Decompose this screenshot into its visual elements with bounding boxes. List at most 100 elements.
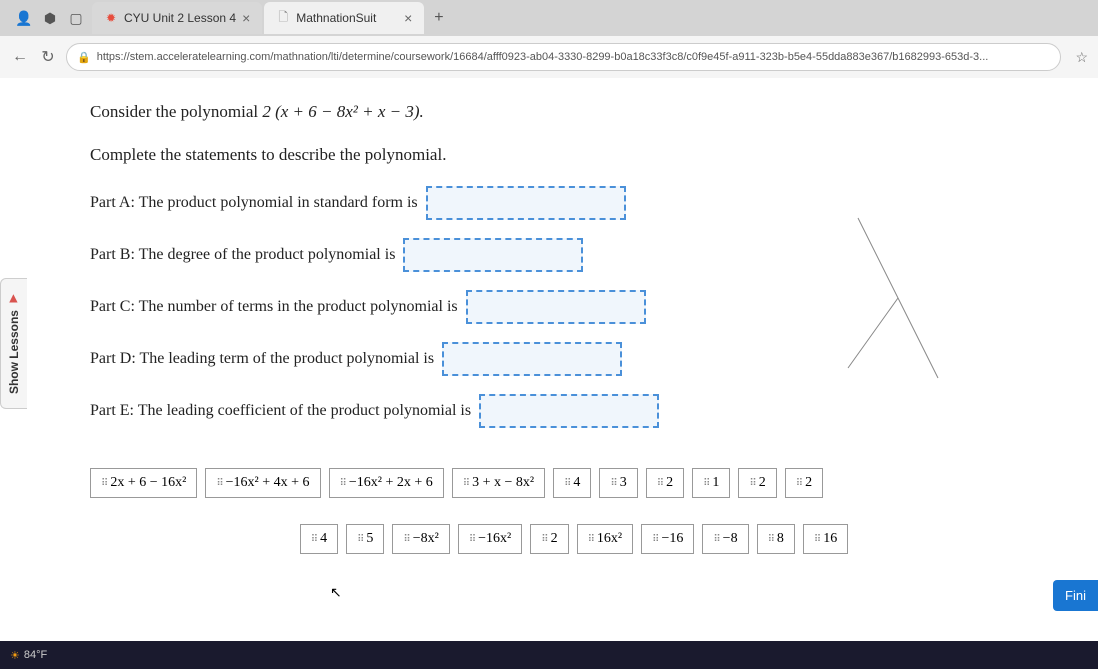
option-label: 1 xyxy=(712,475,719,491)
gear-icon: ✹ xyxy=(104,11,118,25)
tab-label: CYU Unit 2 Lesson 4 xyxy=(124,11,236,25)
shield-icon[interactable]: ⬢ xyxy=(42,10,58,26)
option-label: 4 xyxy=(573,475,580,491)
part-c-row: Part C: The number of terms in the produ… xyxy=(90,290,1058,324)
polynomial-expression: 2 (x + 6 − 8x² + x − 3). xyxy=(262,102,423,121)
drag-handle-icon: ⠿ xyxy=(652,534,657,545)
option-chip[interactable]: ⠿4 xyxy=(553,468,591,498)
finish-label: Fini xyxy=(1065,588,1086,603)
part-a-row: Part A: The product polynomial in standa… xyxy=(90,186,1058,220)
drag-handle-icon: ⠿ xyxy=(796,478,801,489)
back-icon[interactable]: ← xyxy=(10,47,30,67)
lock-icon: 🔒 xyxy=(77,51,91,64)
close-icon[interactable]: × xyxy=(404,10,412,26)
profile-icon[interactable]: 👤 xyxy=(16,10,32,26)
option-chip[interactable]: ⠿2 xyxy=(785,468,823,498)
star-icon[interactable]: ☆ xyxy=(1075,49,1088,66)
drag-handle-icon: ⠿ xyxy=(469,534,474,545)
option-label: 16 xyxy=(823,531,837,547)
option-chip[interactable]: ⠿5 xyxy=(346,524,384,554)
part-d-label: Part D: The leading term of the product … xyxy=(90,350,434,368)
option-chip[interactable]: ⠿8 xyxy=(757,524,795,554)
option-chip[interactable]: ⠿−8x² xyxy=(392,524,449,554)
options-row-1: ⠿ 2x + 6 − 16x² ⠿ −16x² + 4x + 6 ⠿ −16x² + 2x… xyxy=(90,458,1058,508)
close-icon[interactable]: × xyxy=(242,10,250,26)
option-chip[interactable]: ⠿3 + x − 8x² xyxy=(452,468,545,498)
option-chip[interactable]: ⠿ 2x + 6 − 16x² xyxy=(90,468,197,498)
drag-handle-icon: ⠿ xyxy=(311,534,316,545)
drag-handle-icon: ⠿ xyxy=(814,534,819,545)
drop-target-c[interactable] xyxy=(466,290,646,324)
option-label: 2 xyxy=(551,531,558,547)
drag-handle-icon: ⠿ xyxy=(101,478,106,489)
drop-target-a[interactable] xyxy=(426,186,626,220)
option-chip[interactable]: ⠿2 xyxy=(738,468,776,498)
content-area: Show Lessons ▶ Consider the polynomial 2… xyxy=(0,78,1098,641)
option-chip[interactable]: ⠿1 xyxy=(692,468,730,498)
chevron-right-icon: ▶ xyxy=(9,293,20,304)
tab-bar: 👤 ⬢ ▢ ✹ CYU Unit 2 Lesson 4 × 🗋 Mathnati… xyxy=(0,0,1098,36)
option-label: −16 xyxy=(661,531,683,547)
option-chip[interactable]: ⠿ 16x² xyxy=(577,524,634,554)
option-chip[interactable]: ⠿2 xyxy=(530,524,568,554)
question-intro: Consider the polynomial 2 (x + 6 − 8x² +… xyxy=(90,98,1058,125)
drag-handle-icon: ⠿ xyxy=(340,478,345,489)
option-chip[interactable]: ⠿3 xyxy=(599,468,637,498)
drop-target-e[interactable] xyxy=(479,394,659,428)
option-label: 8 xyxy=(777,531,784,547)
drop-target-d[interactable] xyxy=(442,342,622,376)
square-icon[interactable]: ▢ xyxy=(68,10,84,26)
option-label: −8 xyxy=(723,531,738,547)
option-label: −16x² xyxy=(478,531,511,547)
new-tab-button[interactable]: + xyxy=(426,5,451,31)
show-lessons-button[interactable]: Show Lessons ▶ xyxy=(0,278,27,409)
drag-handle-icon: ⠿ xyxy=(749,478,754,489)
drag-handle-icon: ⠿ xyxy=(588,534,593,545)
option-chip[interactable]: ⠿ −16x² xyxy=(458,524,522,554)
drag-handle-icon: ⠿ xyxy=(703,478,708,489)
drag-handle-icon: ⠿ xyxy=(768,534,773,545)
part-b-row: Part B: The degree of the product polyno… xyxy=(90,238,1058,272)
option-chip[interactable]: ⠿ 16 xyxy=(803,524,848,554)
drag-handle-icon: ⠿ xyxy=(610,478,615,489)
option-label: 5 xyxy=(366,531,373,547)
option-label: 3 xyxy=(620,475,627,491)
cursor-icon: ↖ xyxy=(330,584,342,601)
part-e-row: Part E: The leading coefficient of the p… xyxy=(90,394,1058,428)
drag-handle-icon: ⠿ xyxy=(216,478,221,489)
drag-handle-icon: ⠿ xyxy=(564,478,569,489)
option-label: −16x² + 2x + 6 xyxy=(349,475,433,491)
option-chip[interactable]: ⠿−8 xyxy=(702,524,748,554)
option-chip[interactable]: ⠿ −16 xyxy=(641,524,694,554)
option-label: −16x² + 4x + 6 xyxy=(226,475,310,491)
option-label: 4 xyxy=(320,531,327,547)
option-chip[interactable]: ⠿2 xyxy=(646,468,684,498)
drag-handle-icon: ⠿ xyxy=(357,534,362,545)
finish-button[interactable]: Fini xyxy=(1053,580,1098,611)
intro-text: Consider the polynomial xyxy=(90,102,262,121)
question-panel: Consider the polynomial 2 (x + 6 − 8x² +… xyxy=(50,78,1098,641)
option-label: 2 xyxy=(805,475,812,491)
option-label: 2x + 6 − 16x² xyxy=(110,475,186,491)
address-bar-row: ← ↻ 🔒 https://stem.acceleratelearning.co… xyxy=(0,36,1098,78)
option-chip[interactable]: ⠿ −16x² + 2x + 6 xyxy=(329,468,444,498)
drag-handle-icon: ⠿ xyxy=(463,478,468,489)
option-chip[interactable]: ⠿4 xyxy=(300,524,338,554)
part-b-label: Part B: The degree of the product polyno… xyxy=(90,246,395,264)
temperature: 84°F xyxy=(24,649,47,661)
tab-label: MathnationSuit xyxy=(296,11,376,25)
option-label: 16x² xyxy=(597,531,622,547)
weather-widget[interactable]: ☀ 84°F xyxy=(10,649,47,662)
option-chip[interactable]: ⠿ −16x² + 4x + 6 xyxy=(205,468,320,498)
reload-icon[interactable]: ↻ xyxy=(38,47,58,67)
url-text: https://stem.acceleratelearning.com/math… xyxy=(97,51,989,63)
tab-mathnation[interactable]: 🗋 MathnationSuit × xyxy=(264,2,424,34)
part-e-label: Part E: The leading coefficient of the p… xyxy=(90,402,471,420)
tab-cyu[interactable]: ✹ CYU Unit 2 Lesson 4 × xyxy=(92,2,262,34)
option-label: 2 xyxy=(759,475,766,491)
address-bar[interactable]: 🔒 https://stem.acceleratelearning.com/ma… xyxy=(66,43,1061,71)
drop-target-b[interactable] xyxy=(403,238,583,272)
page-icon: 🗋 xyxy=(276,11,290,25)
show-lessons-label: Show Lessons xyxy=(7,310,21,394)
drag-handle-icon: ⠿ xyxy=(403,534,408,545)
